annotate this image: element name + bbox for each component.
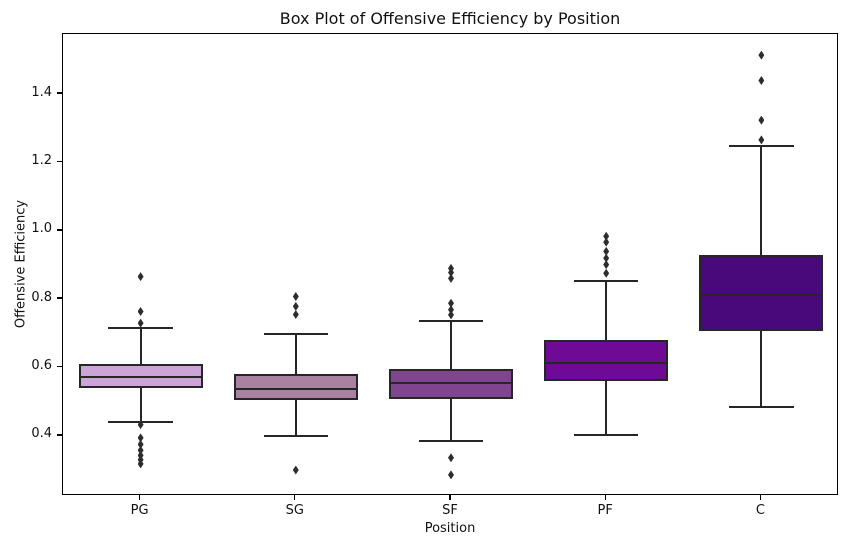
outlier-PF bbox=[603, 246, 610, 256]
y-tick-label: 0.6 bbox=[31, 358, 52, 373]
outlier-SF bbox=[448, 305, 454, 315]
outlier-SG bbox=[292, 291, 299, 301]
outlier-PG bbox=[137, 459, 144, 469]
outlier-PG bbox=[137, 433, 144, 443]
cap-low-C bbox=[729, 406, 794, 409]
cap-low-SF bbox=[418, 439, 484, 442]
outlier-PF bbox=[603, 260, 610, 270]
y-tick-label: 1.0 bbox=[31, 221, 52, 237]
x-axis-label: Position bbox=[424, 521, 476, 536]
x-tickmark bbox=[759, 495, 762, 500]
outlier-PF bbox=[603, 253, 610, 263]
outlier-PG bbox=[137, 306, 144, 316]
y-tickmark bbox=[57, 434, 62, 436]
chart-title: Box Plot of Offensive Efficiency by Posi… bbox=[279, 9, 621, 28]
y-tickmark bbox=[57, 160, 62, 163]
x-tick-label-SG: SG bbox=[285, 503, 304, 518]
x-tickmark bbox=[294, 495, 296, 500]
outlier-SG bbox=[292, 465, 299, 475]
outlier-PG bbox=[137, 439, 144, 449]
outlier-SF bbox=[448, 273, 454, 283]
cap-high-C bbox=[729, 144, 794, 147]
y-tick-label: 0.8 bbox=[31, 289, 52, 305]
axes bbox=[62, 33, 838, 495]
y-tick-label: 1.2 bbox=[31, 152, 52, 168]
cap-low-PF bbox=[573, 433, 639, 436]
outlier-SF bbox=[448, 298, 454, 308]
y-tickmark bbox=[57, 92, 62, 94]
outlier-C bbox=[758, 115, 765, 125]
box-SF bbox=[388, 369, 514, 400]
box-C bbox=[699, 255, 824, 331]
box-PF bbox=[544, 339, 669, 381]
outlier-SF bbox=[448, 470, 454, 480]
y-tickmark bbox=[57, 229, 62, 231]
outlier-SF bbox=[448, 310, 454, 320]
median-PG bbox=[78, 376, 203, 379]
cap-low-SG bbox=[263, 434, 329, 437]
x-tick-label-C: C bbox=[755, 503, 765, 518]
median-SF bbox=[388, 382, 514, 385]
cap-high-PF bbox=[573, 279, 639, 282]
y-tick-label: 0.4 bbox=[31, 426, 52, 442]
outlier-PG bbox=[137, 420, 144, 430]
box-SG bbox=[233, 374, 358, 400]
y-tickmark bbox=[57, 365, 62, 368]
x-tick-label-PF: PF bbox=[597, 503, 613, 518]
x-tickmark bbox=[604, 495, 606, 500]
outlier-SG bbox=[292, 301, 299, 311]
outlier-C bbox=[758, 50, 765, 60]
outlier-SF bbox=[448, 453, 454, 463]
outlier-PF bbox=[603, 231, 610, 241]
cap-high-SG bbox=[263, 332, 329, 335]
outlier-SF bbox=[448, 268, 454, 278]
outlier-PG bbox=[137, 318, 144, 328]
outlier-SG bbox=[292, 310, 299, 320]
outlier-PG bbox=[137, 445, 144, 455]
box-PG bbox=[78, 364, 203, 388]
x-tick-label-PG: PG bbox=[130, 503, 149, 518]
y-axis-label: Offensive Efficiency bbox=[13, 199, 29, 329]
y-tick-label: 1.4 bbox=[31, 84, 52, 100]
median-C bbox=[699, 293, 824, 296]
median-PF bbox=[544, 362, 669, 365]
outlier-C bbox=[758, 135, 765, 145]
x-tickmark bbox=[449, 495, 451, 500]
outlier-PF bbox=[603, 268, 610, 278]
outlier-PF bbox=[603, 237, 610, 247]
x-tickmark bbox=[138, 495, 141, 500]
y-tickmark bbox=[57, 297, 62, 299]
cap-high-SF bbox=[418, 320, 484, 323]
median-SG bbox=[233, 388, 358, 391]
x-tick-label-SF: SF bbox=[442, 503, 458, 518]
outlier-C bbox=[758, 75, 765, 85]
outlier-PG bbox=[137, 272, 144, 282]
